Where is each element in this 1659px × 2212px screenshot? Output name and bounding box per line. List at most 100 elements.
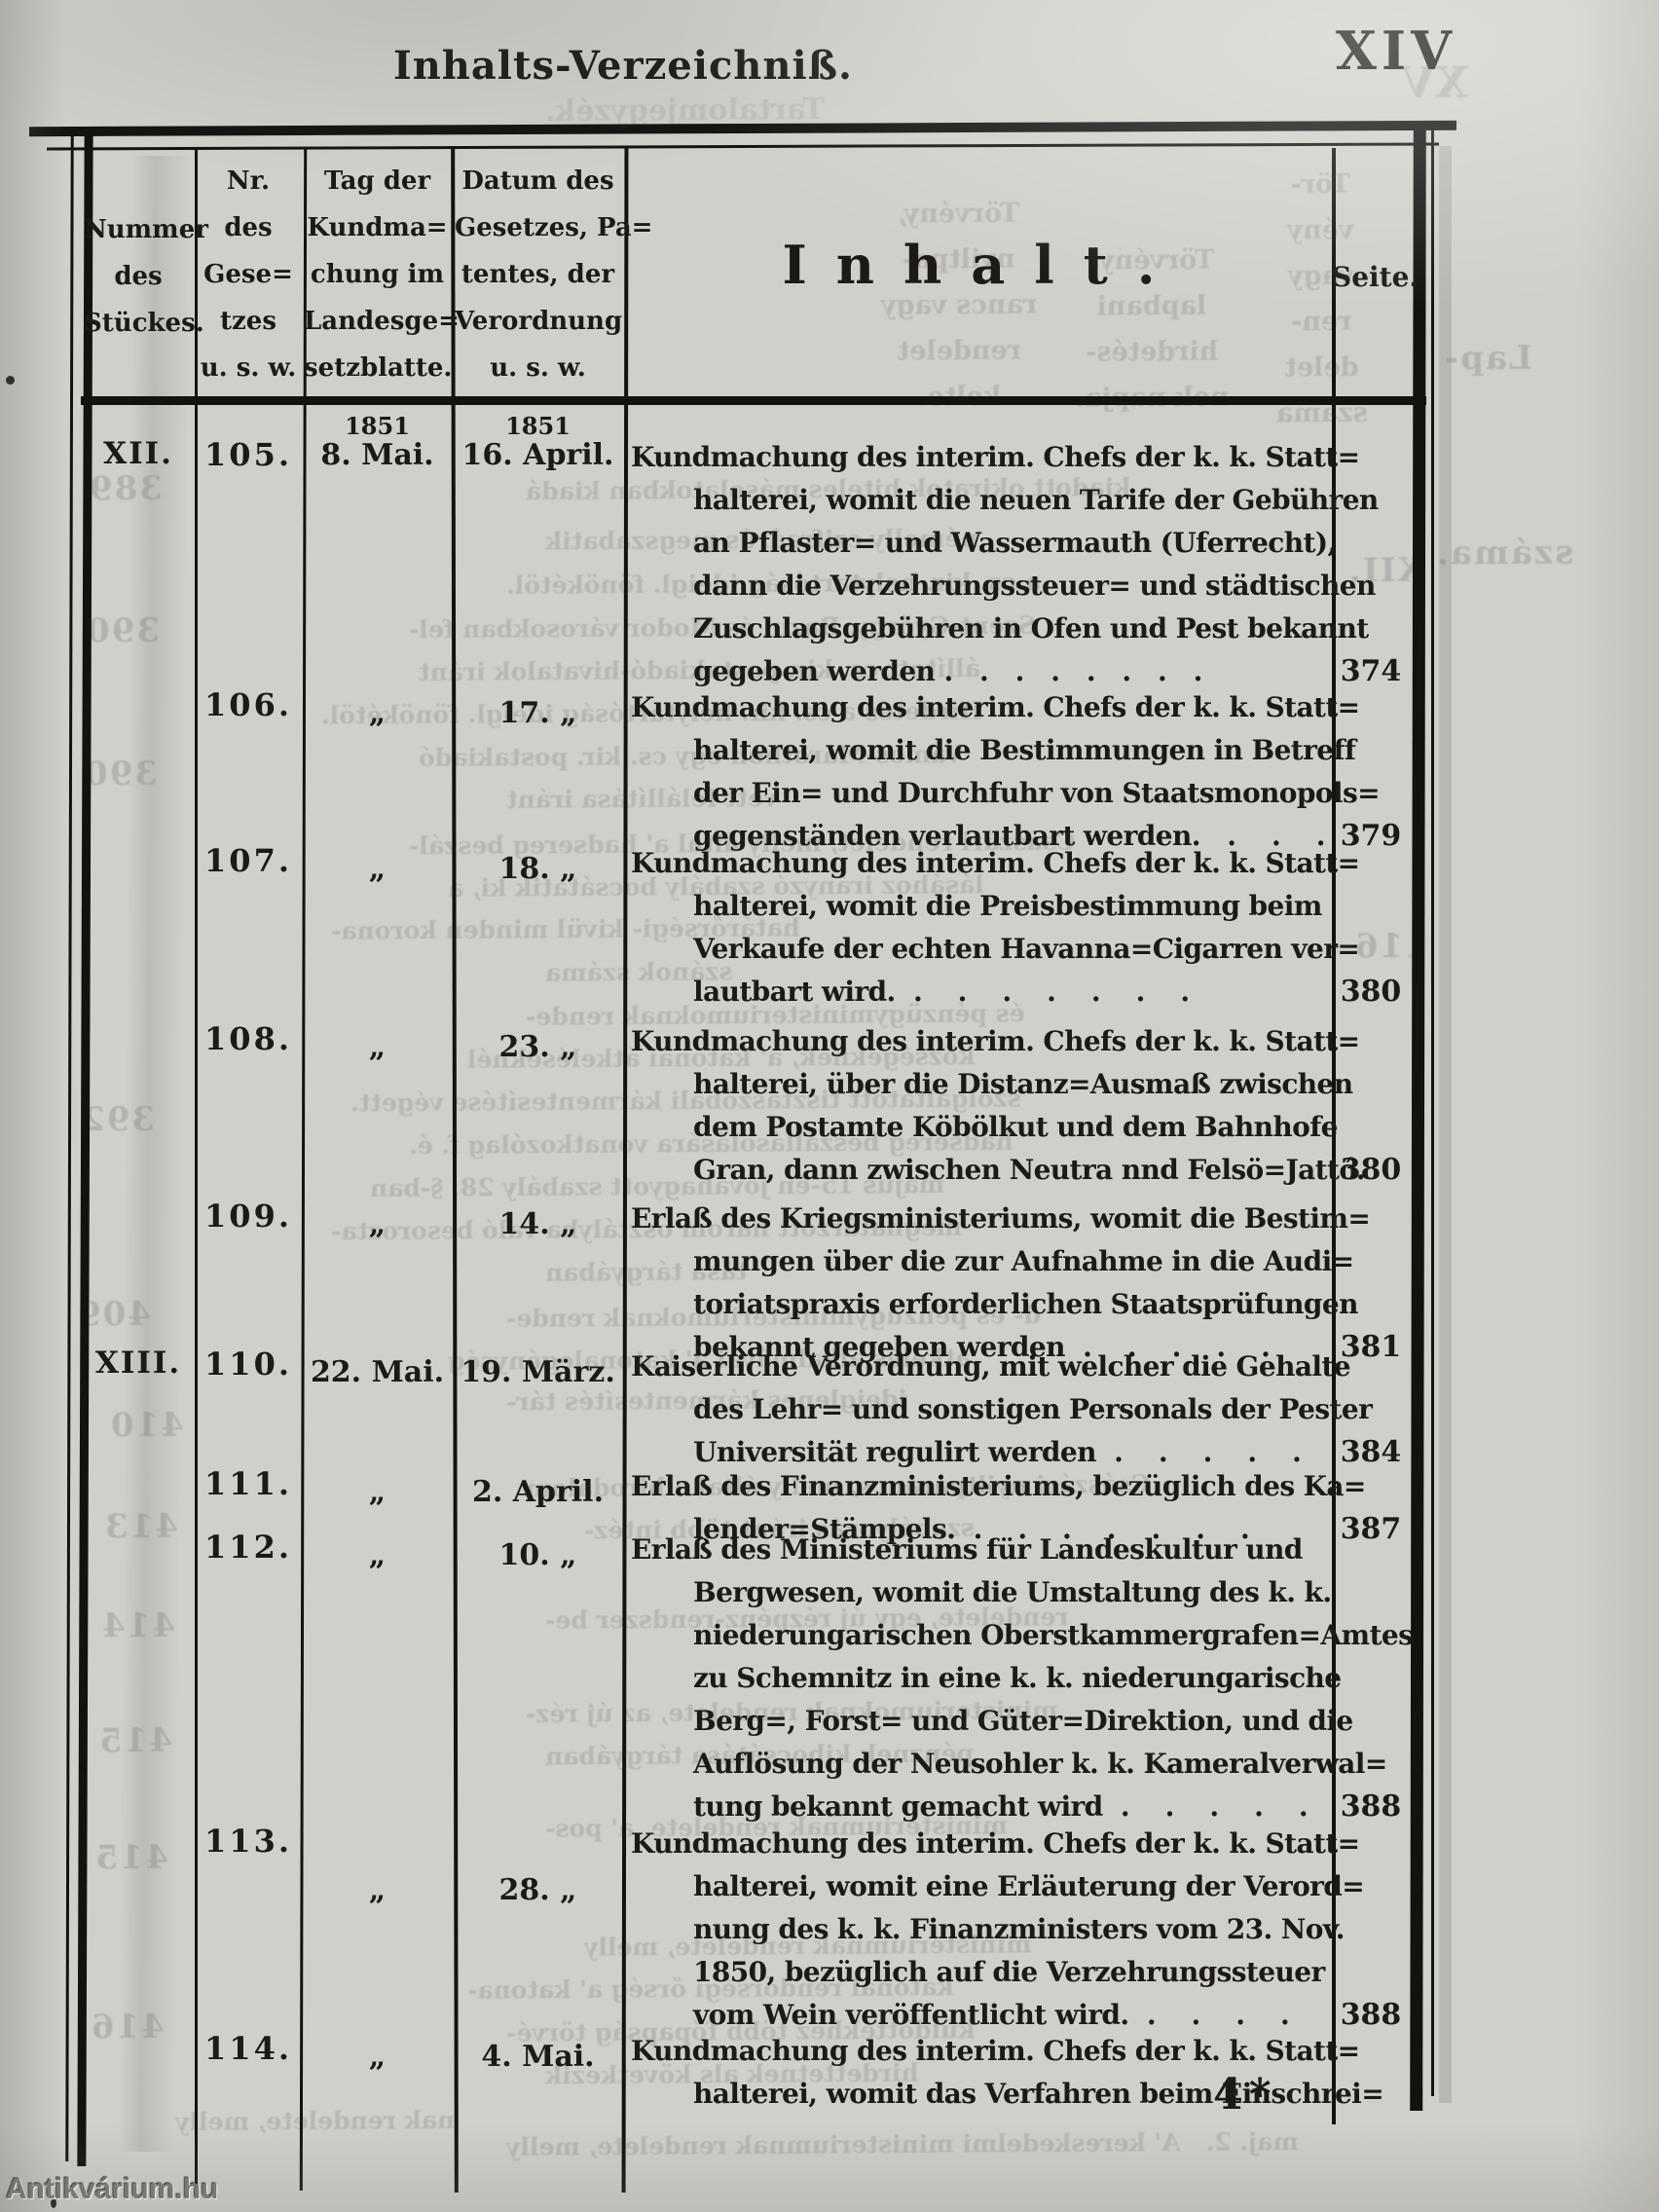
- law-number: 108.: [204, 1020, 292, 1057]
- law-day: 17. „: [498, 696, 577, 730]
- law-day: 19. März.: [461, 1355, 615, 1389]
- page-reference: 388: [1340, 1998, 1402, 2032]
- page-edge-smudge: [1439, 146, 1452, 2103]
- law-number: 114.: [204, 2030, 292, 2067]
- law-day: 4. Mai.: [481, 2040, 595, 2074]
- publication-day: 8. Mai.: [320, 438, 434, 472]
- publication-date: 22. Mai.: [304, 1346, 451, 1390]
- entry-text-line: gegeben werden . . . . . . . .: [693, 655, 1202, 687]
- header-nummer-des-stueckes: Nummer des Stückes.: [84, 206, 208, 347]
- header-line: Verordnung: [455, 307, 623, 336]
- law-day: 23. „: [498, 1030, 577, 1064]
- header-line: u. s. w.: [200, 353, 297, 383]
- entry-text-line: Kundmachung des interim. Chefs der k. k.…: [631, 1827, 1360, 1860]
- stueck-number: XII.: [103, 436, 173, 471]
- header-tag-der-kundmachung: Tag der Kundma= chung im Landesge= setzblatt…: [304, 158, 460, 391]
- entry-text-line: an Pflaster= und Wassermauth (Uferrecht)…: [693, 527, 1337, 559]
- header-line: Datum des: [461, 166, 614, 196]
- publication-day: 22. Mai.: [310, 1355, 445, 1389]
- page-reference: 380: [1340, 1153, 1402, 1187]
- law-date: 28. „: [455, 1823, 621, 1908]
- entry-text-line: toriatspraxis erforderlichen Staatsprüfu…: [693, 1288, 1358, 1320]
- entry-text: Erlaß des Ministeriums für Landeskultur …: [631, 1529, 1414, 1828]
- entry-text: Kundmachung des interim. Chefs der k. k.…: [631, 1823, 1365, 2037]
- publication-day: „: [368, 1475, 387, 1509]
- entry-text: Kundmachung des interim. Chefs der k. k.…: [631, 686, 1381, 858]
- header-line: des: [114, 262, 163, 291]
- watermark: Antikvárium.hu: [6, 2173, 219, 2205]
- page-title: Inhalts-Verzeichniß.: [393, 43, 853, 89]
- header-inhalt: Inhalt.: [782, 234, 1185, 296]
- law-date: 17. „: [455, 686, 621, 731]
- entry-text-line: Berg=, Forst= und Güter=Direktion, und d…: [693, 1705, 1353, 1737]
- publication-day: „: [368, 1873, 387, 1907]
- col-separator-1: [195, 148, 198, 2188]
- ink-speck: [51, 2198, 56, 2208]
- publication-date: „: [304, 1529, 451, 1573]
- entry-text-line: halterei, womit die Bestimmungen in Betr…: [693, 734, 1356, 766]
- entry-text-line: dem Postamte Köbölkut und dem Bahnhofe: [693, 1111, 1338, 1143]
- entry-text-line: lautbart wird. . . . . . . .: [693, 976, 1190, 1008]
- folio-number: XIV: [1336, 19, 1457, 82]
- entry-text-line: dann die Verzehrungssteuer= und städtisc…: [693, 570, 1376, 602]
- page-reference: 388: [1340, 1789, 1402, 1824]
- publication-date: „: [304, 2030, 451, 2075]
- header-line: Landesge=: [304, 307, 460, 336]
- page-reference: 381: [1340, 1330, 1402, 1364]
- law-date: 18. „: [455, 842, 621, 887]
- entry-text-line: Kaiserliche Verordnung, mit welcher die …: [631, 1350, 1351, 1382]
- entry-text-line: Erlaß des Finanzministeriums, bezüglich …: [631, 1470, 1366, 1502]
- publication-date: „: [304, 686, 451, 731]
- entry-text-line: halterei, womit das Verfahren beim Einsc…: [693, 2078, 1384, 2110]
- entry-text-line: Universität regulirt werden . . . . .: [693, 1436, 1302, 1468]
- entry-text-line: bekannt gegeben werden . . . . .: [693, 1331, 1271, 1363]
- entry-text-line: gegenständen verlautbart werden. . . .: [693, 820, 1326, 852]
- entry-text-line: nung des k. k. Finanzministers vom 23. N…: [693, 1913, 1345, 1945]
- stueck-number: XIII.: [94, 1346, 182, 1381]
- law-date: 19. März.: [455, 1346, 621, 1390]
- page-reference: 387: [1340, 1512, 1402, 1546]
- header-nr-des-gesetzes: Nr. des Gese= tzes u. s. w.: [197, 158, 300, 391]
- entry-text-line: Erlaß des Ministeriums für Landeskultur …: [631, 1533, 1303, 1566]
- ink-speck: [6, 376, 15, 385]
- law-date: 10. „: [455, 1529, 621, 1573]
- law-day: 14. „: [498, 1207, 577, 1241]
- header-separator: [81, 396, 1426, 405]
- entry-text: Kundmachung des interim. Chefs der k. k.…: [631, 842, 1360, 1014]
- header-line: Stückes.: [84, 309, 204, 338]
- page-reference: 380: [1340, 975, 1402, 1009]
- publication-date: „: [304, 1198, 451, 1242]
- publication-date: 1851 8. Mai.: [304, 415, 451, 473]
- publication-date: „: [304, 1020, 451, 1065]
- header-line: Nummer: [84, 215, 208, 244]
- law-year: 1851: [505, 412, 571, 440]
- entry-text-line: des Lehr= und sonstigen Personals der Pe…: [693, 1393, 1373, 1425]
- entry-text-line: halterei, womit eine Erläuterung der Ver…: [693, 1870, 1365, 1902]
- law-date: 23. „: [455, 1020, 621, 1065]
- header-line: setzblatte.: [304, 353, 453, 383]
- entry-text-line: 1850, bezüglich auf die Verzehrungssteue…: [693, 1956, 1325, 1988]
- header-line: Kundma=: [307, 213, 448, 242]
- publication-day: „: [368, 2040, 387, 2074]
- entry-text: Kundmachung des interim. Chefs der k. k.…: [631, 1020, 1366, 1192]
- header-line: Gese=: [203, 260, 293, 289]
- law-number: 112.: [204, 1529, 292, 1566]
- entry-text-line: zu Schemnitz in eine k. k. niederungaris…: [693, 1662, 1342, 1694]
- law-date: 2. April.: [455, 1465, 621, 1510]
- entry-text-line: Gran, dann zwischen Neutra nnd Felsö=Jat…: [693, 1154, 1366, 1186]
- entry-text-line: tung bekannt gemacht wird . . . . .: [693, 1790, 1309, 1823]
- publication-day: „: [368, 852, 387, 886]
- entry-text-line: halterei, über die Distanz=Ausmaß zwisch…: [693, 1068, 1353, 1100]
- header-datum-des-gesetzes: Datum des Gesetzes, Pa= tentes, der Verordn…: [455, 158, 652, 391]
- publication-day: „: [368, 1538, 387, 1572]
- entry-text-line: lender=Stämpels. . . . . . . .: [693, 1513, 1250, 1545]
- entry-text-line: Kundmachung des interim. Chefs der k. k.…: [631, 2035, 1360, 2067]
- publication-day: „: [368, 696, 387, 730]
- law-number: 113.: [204, 1823, 292, 1860]
- header-seite: Seite.: [1332, 261, 1419, 293]
- entry-text-line: vom Wein veröffentlicht wird. . . . .: [693, 1999, 1290, 2031]
- law-date: 4. Mai.: [455, 2030, 621, 2075]
- entry-text-line: halterei, womit die Preisbestimmung beim: [693, 890, 1322, 922]
- publication-date: „: [304, 1465, 451, 1510]
